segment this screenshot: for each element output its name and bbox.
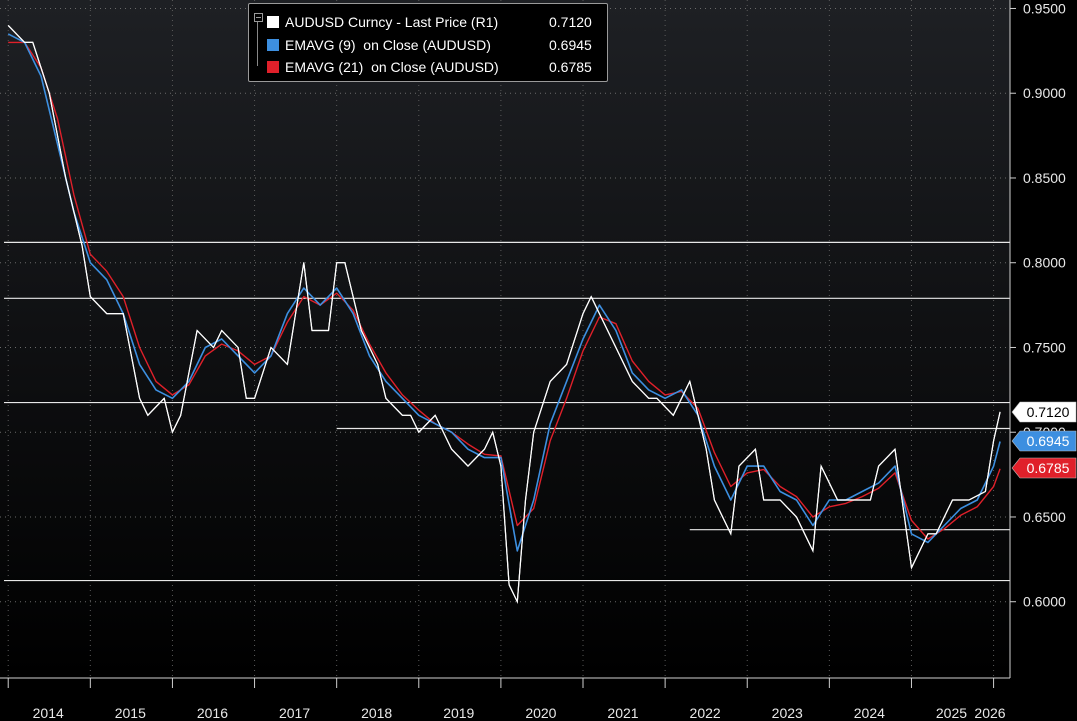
legend-value: 0.7120	[549, 14, 592, 30]
callouts: 0.7120 0.6945 0.6785	[1011, 401, 1077, 479]
y-tick-label: 0.8000	[1023, 255, 1066, 271]
y-tick-label: 0.8500	[1023, 170, 1066, 186]
x-tick-label: 2015	[115, 705, 146, 721]
x-tick-label: 2022	[690, 705, 721, 721]
x-tick-label: 2024	[854, 705, 885, 721]
y-tick-label: 0.9500	[1023, 0, 1066, 16]
x-tick-label: 2018	[361, 705, 392, 721]
callout-text: 0.6945	[1027, 433, 1070, 449]
legend-value: 0.6945	[549, 37, 592, 53]
series-layer	[7, 24, 1001, 604]
value-callout: 0.6785	[1011, 457, 1077, 479]
x-tick-label: 2023	[772, 705, 803, 721]
y-tick-label: 0.9000	[1023, 85, 1066, 101]
legend-label: AUDUSD Curncy - Last Price (R1)	[285, 14, 499, 30]
x-tick-label: 2020	[525, 705, 556, 721]
value-callout: 0.6945	[1011, 430, 1077, 452]
callout-text: 0.7120	[1027, 404, 1070, 420]
x-tick-label: 2016	[197, 705, 228, 721]
swatch-icon	[267, 16, 279, 28]
legend: AUDUSD Curncy - Last Price (R1) 0.7120 E…	[248, 3, 608, 82]
callout-tag	[1011, 430, 1077, 452]
swatch-icon	[267, 39, 279, 51]
legend-label: EMAVG (9) on Close (AUDUSD)	[285, 37, 491, 53]
plot-background	[0, 0, 1010, 678]
x-tick-label: 2019	[443, 705, 474, 721]
y-tick-label: 0.6000	[1023, 594, 1066, 610]
value-callout: 0.7120	[1011, 401, 1077, 423]
y-tick-label: 0.6500	[1023, 509, 1066, 525]
x-tick-label: 2014	[33, 705, 64, 721]
series-ema21	[8, 41, 1001, 540]
swatch-icon	[267, 61, 279, 73]
x-tick-label: 2017	[279, 705, 310, 721]
callout-text: 0.6785	[1027, 460, 1070, 476]
legend-label: EMAVG (21) on Close (AUDUSD)	[285, 59, 499, 75]
y-tick-label: 0.7500	[1023, 339, 1066, 355]
tree-connector-icon	[257, 22, 264, 66]
x-tick-label: 2021	[607, 705, 638, 721]
callout-tag	[1011, 401, 1077, 423]
legend-item-ema21[interactable]: EMAVG (21) on Close (AUDUSD) 0.6785	[267, 58, 592, 76]
series-last-price-line	[7, 24, 1001, 604]
x-tick-label: 2026	[974, 705, 1005, 721]
x-tick-label: 2025	[936, 705, 967, 721]
reference-lines	[4, 241, 1010, 582]
callout-tag	[1011, 457, 1077, 479]
legend-value: 0.6785	[549, 59, 592, 75]
legend-item-ema9[interactable]: EMAVG (9) on Close (AUDUSD) 0.6945	[267, 36, 592, 54]
collapse-icon[interactable]	[254, 13, 263, 22]
legend-item-last-price[interactable]: AUDUSD Curncy - Last Price (R1) 0.7120	[267, 13, 592, 31]
